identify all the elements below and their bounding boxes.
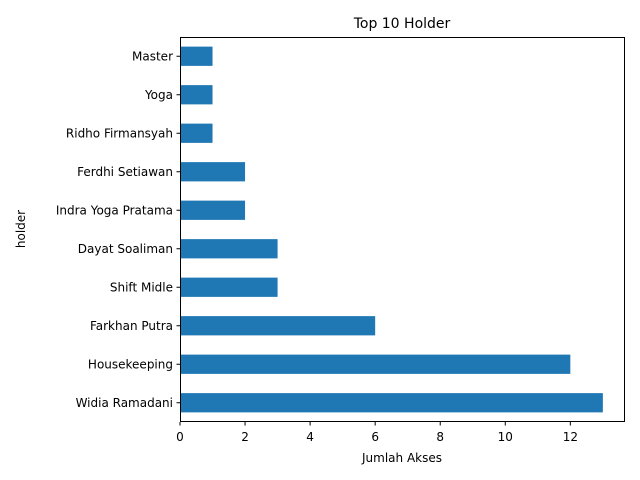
bar-shift-midle: [180, 277, 278, 297]
y-tick-label: Ferdhi Setiawan: [77, 165, 173, 179]
y-tick-label: Farkhan Putra: [90, 319, 173, 333]
y-tick-label: Indra Yoga Pratama: [56, 203, 173, 217]
bar-widia-ramadani: [180, 393, 603, 413]
y-tick-label: Master: [132, 49, 173, 63]
bars-group: [180, 46, 603, 413]
y-tick-label: Widia Ramadani: [76, 396, 173, 410]
y-axis-ticks: Widia Ramadani Housekeeping Farkhan Putra S…: [56, 49, 180, 410]
x-axis-ticks: 0 2 4 6 8 10 12: [176, 422, 578, 444]
y-tick-label: Housekeeping: [88, 357, 173, 371]
bar-dayat-soaliman: [180, 239, 278, 259]
bar-ferdhi-setiawan: [180, 162, 246, 182]
bar-farkhan-putra: [180, 316, 376, 336]
x-tick-label: 4: [306, 430, 314, 444]
chart-title: Top 10 Holder: [353, 16, 451, 32]
x-tick-label: 0: [176, 430, 184, 444]
x-tick-label: 2: [241, 430, 249, 444]
x-tick-label: 8: [436, 430, 444, 444]
x-tick-label: 6: [371, 430, 379, 444]
x-tick-label: 12: [563, 430, 578, 444]
bar-housekeeping: [180, 354, 571, 374]
y-tick-label: Shift Midle: [110, 280, 173, 294]
x-tick-label: 10: [498, 430, 513, 444]
bar-ridho-firmansyah: [180, 123, 213, 143]
y-tick-label: Dayat Soaliman: [78, 242, 173, 256]
y-tick-label: Ridho Firmansyah: [66, 126, 173, 140]
y-tick-label: Yoga: [144, 88, 173, 102]
y-axis-label: holder: [14, 210, 28, 248]
x-axis-label: Jumlah Akses: [361, 451, 442, 465]
bar-indra-yoga-pratama: [180, 200, 246, 220]
bar-master: [180, 46, 213, 66]
bar-yoga: [180, 85, 213, 105]
